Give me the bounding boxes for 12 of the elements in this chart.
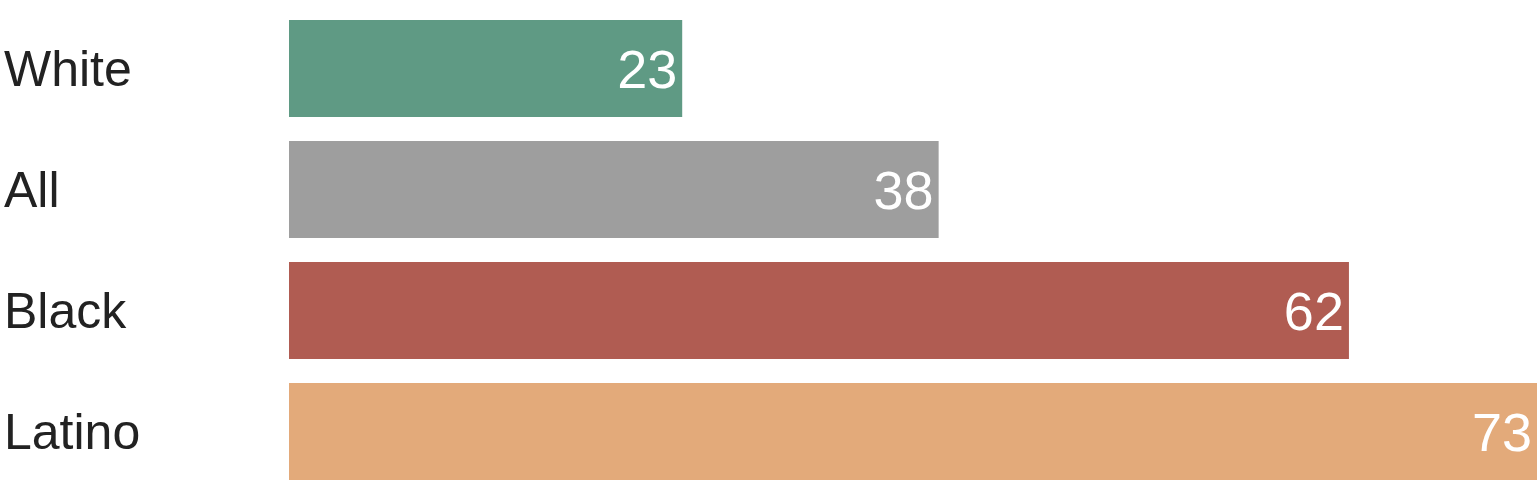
- bar: [289, 262, 1349, 360]
- data-label: 73: [1471, 401, 1532, 462]
- y-tick-label: Black: [4, 283, 128, 340]
- bar: [289, 141, 939, 239]
- data-label: 38: [873, 159, 934, 220]
- y-tick-label: White: [4, 41, 132, 98]
- data-label: 23: [617, 38, 678, 99]
- y-tick-label: Latino: [4, 404, 141, 461]
- bar: [289, 383, 1537, 481]
- data-label: 62: [1283, 280, 1344, 341]
- y-tick-label: All: [4, 162, 60, 219]
- bar: [289, 20, 683, 118]
